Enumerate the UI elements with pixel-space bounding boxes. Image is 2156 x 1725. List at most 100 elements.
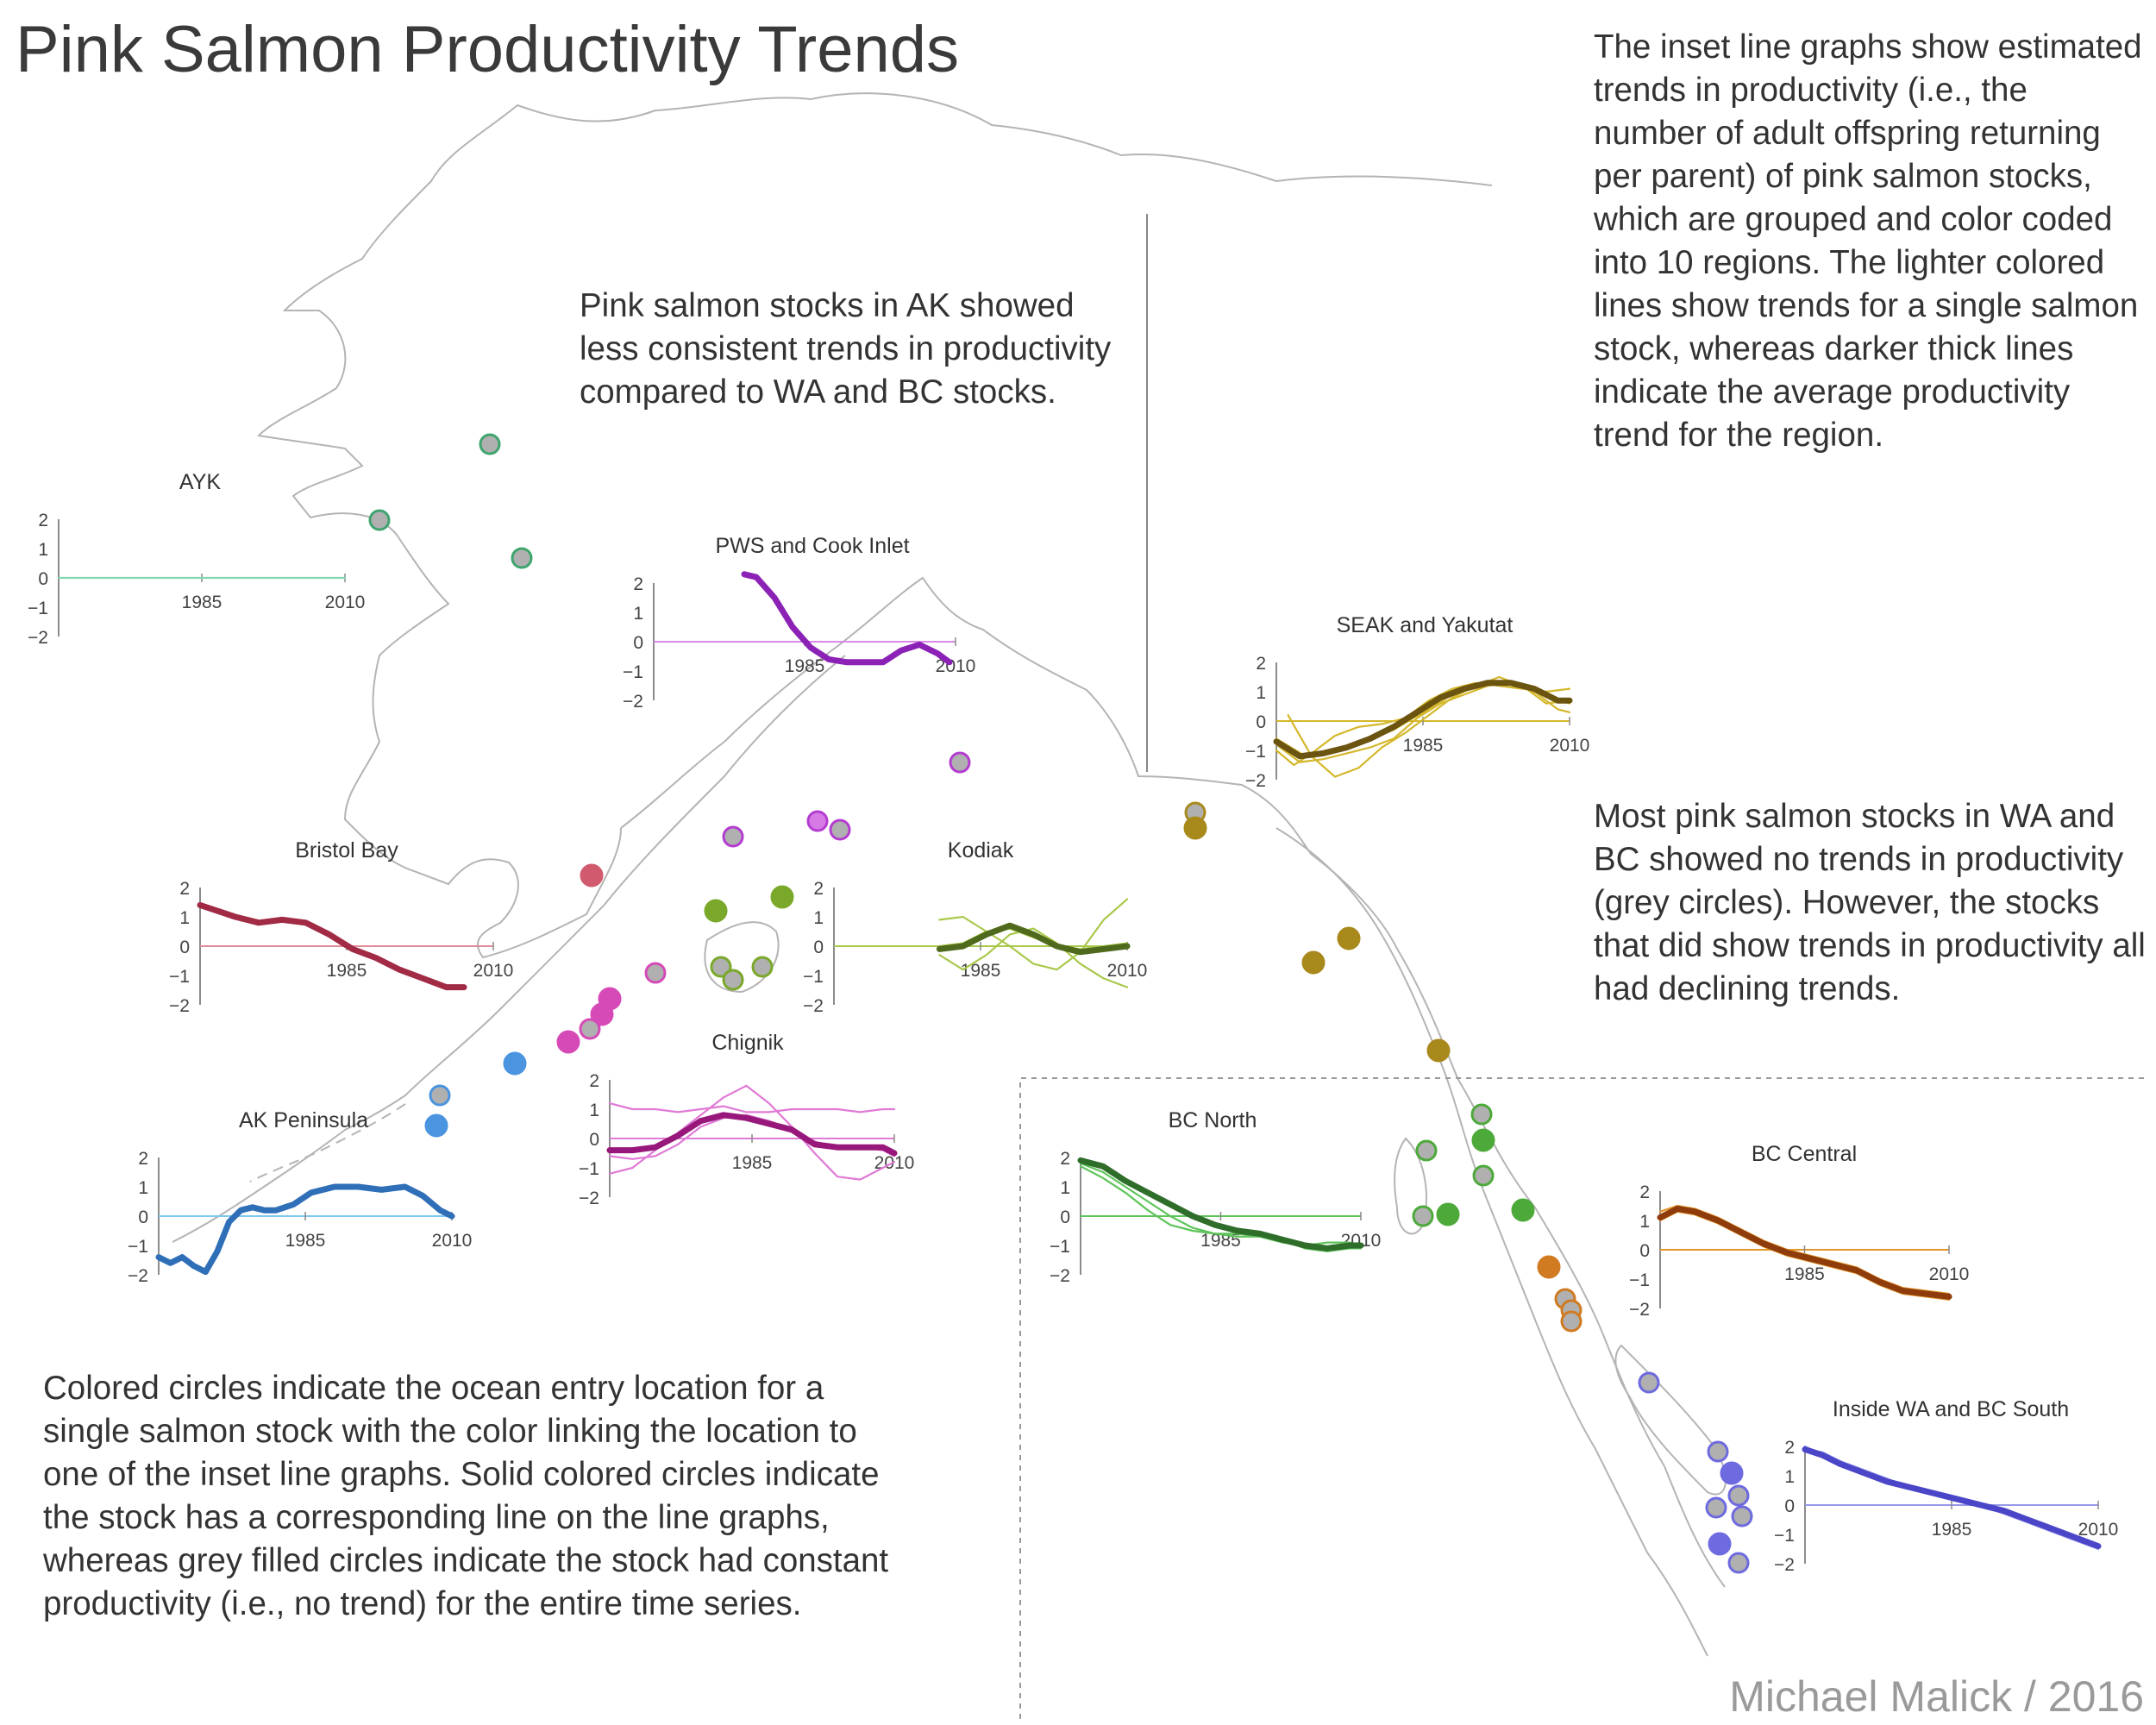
series-line-average: [606, 1112, 898, 1157]
x-tick-label: 1985: [732, 1153, 773, 1173]
y-tick-label: −2: [28, 628, 48, 648]
stock-circle-ayk: [368, 509, 391, 531]
series-line-average: [936, 922, 1131, 956]
stock-circle-ak-peninsula: [429, 1084, 451, 1107]
x-tick-label: 2010: [1550, 736, 1590, 756]
y-tick-label: 1: [1784, 1467, 1795, 1487]
y-tick-label: 1: [1256, 683, 1266, 703]
stock-circle-kodiak: [710, 956, 732, 978]
stock-circle-wa-bc-south: [1727, 1484, 1750, 1507]
stock-circle-bc-north: [1472, 1164, 1495, 1187]
stock-circle-seak: [1426, 1038, 1451, 1063]
x-tick-label: 2010: [1929, 1264, 1970, 1284]
x-tick-label: 1985: [785, 656, 825, 676]
series-line-stock: [608, 1102, 896, 1113]
y-tick-label: 0: [1060, 1208, 1070, 1227]
y-tick-label: 1: [1060, 1178, 1070, 1198]
x-tick-label: 2010: [1107, 961, 1148, 981]
chart-title: Bristol Bay: [295, 838, 398, 862]
series-line-average: [1802, 1446, 2102, 1550]
inset-chart: Inside WA and BC South 2 1 0 −1 −2 1985 2010: [1774, 1397, 2118, 1575]
y-tick-label: −1: [579, 1159, 599, 1179]
chart-title: AYK: [179, 470, 221, 494]
chart-title: BC Central: [1752, 1142, 1857, 1166]
y-tick-label: −2: [579, 1189, 599, 1208]
inset-chart: AYK 2 1 0 −1 −2 1985 2010: [28, 470, 365, 648]
ak-note: Pink salmon stocks in AK showed less con…: [580, 287, 1112, 411]
stock-circle-kodiak: [770, 885, 794, 909]
y-tick-label: 2: [1784, 1438, 1795, 1458]
stock-circle-bc-central: [1537, 1255, 1561, 1279]
y-tick-label: 2: [633, 574, 643, 594]
y-tick-label: 2: [813, 879, 824, 899]
chart-title: AK Peninsula: [239, 1108, 368, 1132]
series-line-average: [1657, 1205, 1952, 1300]
stock-circle-pws: [949, 751, 971, 774]
y-tick-label: 1: [179, 908, 190, 928]
stock-circle-kodiak: [704, 899, 728, 923]
y-tick-label: 2: [1639, 1182, 1650, 1202]
series-line-average: [1273, 680, 1573, 760]
y-tick-label: 0: [1256, 712, 1266, 732]
y-tick-label: 0: [633, 633, 643, 653]
y-tick-label: −1: [1245, 742, 1266, 762]
y-tick-label: 0: [1639, 1241, 1650, 1261]
stock-circle-bc-north: [1436, 1202, 1460, 1226]
stock-circle-pws: [829, 819, 851, 841]
y-tick-label: 2: [1256, 654, 1266, 674]
stock-circle-pws: [722, 825, 744, 848]
y-tick-label: 0: [589, 1130, 599, 1150]
stock-circle-chignik: [644, 962, 667, 984]
stock-locations: [368, 433, 1753, 1574]
x-tick-label: 2010: [325, 593, 366, 612]
x-tick-label: 1985: [1403, 736, 1444, 756]
y-tick-label: −2: [169, 996, 190, 1016]
y-tick-label: −2: [803, 996, 824, 1016]
y-tick-label: −1: [1774, 1526, 1795, 1546]
inset-chart: BC Central 2 1 0 −1 −2 1985 2010: [1629, 1142, 1969, 1320]
chart-title: BC North: [1169, 1108, 1257, 1132]
series-line-stock: [1079, 1162, 1363, 1247]
y-tick-label: −2: [1629, 1300, 1650, 1320]
stock-circle-chignik: [556, 1030, 580, 1054]
coastline: [172, 92, 1727, 1657]
y-tick-label: 1: [38, 540, 48, 560]
y-tick-label: 2: [38, 511, 48, 530]
stock-circle-bc-north: [1471, 1128, 1495, 1152]
stock-circle-seak: [1183, 816, 1207, 840]
y-tick-label: −2: [1245, 771, 1266, 791]
x-tick-label: 2010: [432, 1231, 473, 1251]
author-credit: Michael Malick / 2016: [1729, 1672, 2144, 1721]
stock-circle-wa-bc-south: [1705, 1496, 1727, 1519]
wa-bc-note: Most pink salmon stocks in WA and BC sho…: [1594, 798, 2146, 1007]
inset-chart: AK Peninsula 2 1 0 −1 −2 1985 2010: [128, 1108, 472, 1286]
stock-circle-seak: [1301, 950, 1326, 975]
y-tick-label: 2: [589, 1071, 599, 1091]
x-tick-label: 1985: [285, 1231, 326, 1251]
x-tick-label: 1985: [327, 961, 367, 981]
stock-circle-kodiak: [751, 956, 774, 978]
y-tick-label: 0: [179, 938, 190, 957]
x-tick-label: 1985: [961, 961, 1001, 981]
stock-circle-bc-central: [1560, 1310, 1583, 1333]
y-tick-label: −1: [1629, 1270, 1650, 1290]
y-tick-label: 1: [138, 1178, 148, 1198]
x-tick-label: 2010: [2078, 1520, 2119, 1540]
stock-circle-bc-north: [1511, 1198, 1535, 1222]
y-tick-label: 0: [38, 569, 48, 589]
stock-circle-ayk: [511, 547, 533, 569]
y-tick-label: 2: [179, 879, 190, 899]
stock-circle-chignik: [579, 1018, 601, 1040]
y-tick-label: −2: [623, 692, 643, 712]
y-tick-label: −2: [128, 1266, 148, 1286]
chart-title: Inside WA and BC South: [1833, 1397, 2069, 1421]
stock-circle-bc-north: [1470, 1103, 1493, 1126]
series-line-stock: [938, 927, 1129, 988]
y-tick-label: −1: [1050, 1237, 1070, 1257]
stock-circle-wa-bc-south: [1727, 1552, 1750, 1574]
y-tick-label: −2: [1050, 1266, 1070, 1286]
